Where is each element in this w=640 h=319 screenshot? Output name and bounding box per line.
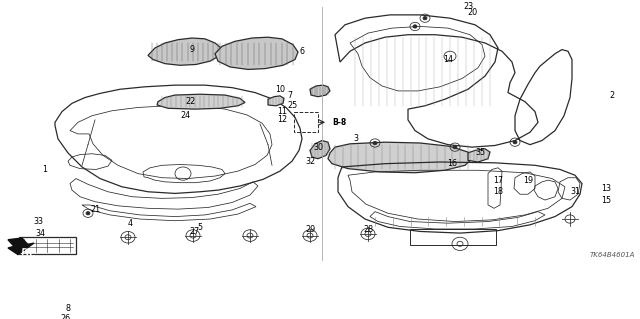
Text: 18: 18 [493,187,503,196]
Text: 11: 11 [277,107,287,116]
Circle shape [86,211,90,215]
Text: B-8: B-8 [332,118,346,127]
Text: 6: 6 [300,47,305,56]
Text: 27: 27 [190,227,200,236]
Polygon shape [157,94,245,109]
Polygon shape [310,140,330,159]
Text: 3: 3 [353,134,358,143]
Polygon shape [310,85,330,97]
Text: 9: 9 [189,45,195,54]
Text: 24: 24 [180,111,190,120]
Text: 2: 2 [609,91,614,100]
Circle shape [413,25,417,28]
Text: 1: 1 [42,165,47,174]
Text: 16: 16 [447,159,457,168]
Text: 8: 8 [65,304,70,313]
Text: 26: 26 [60,314,70,319]
Text: 29: 29 [305,225,315,234]
Text: 35: 35 [475,148,485,157]
Polygon shape [215,37,298,70]
Polygon shape [328,142,472,173]
Text: 28: 28 [363,225,373,234]
Text: TK64B4601A: TK64B4601A [589,252,635,258]
Text: 12: 12 [277,115,287,124]
Text: 32: 32 [305,157,315,166]
Text: 33: 33 [33,217,43,226]
Text: 21: 21 [90,204,100,214]
Polygon shape [148,38,222,65]
Text: 34: 34 [35,229,45,238]
Text: 30: 30 [313,143,323,152]
Text: 14: 14 [443,55,453,64]
Text: 13: 13 [601,184,611,193]
Text: 31: 31 [570,187,580,196]
Text: 19: 19 [523,176,533,185]
Text: 15: 15 [601,196,611,204]
Text: 20: 20 [467,8,477,17]
Polygon shape [268,96,284,106]
Polygon shape [468,149,490,162]
Text: FR.: FR. [20,248,36,258]
Text: 17: 17 [493,176,503,185]
Text: 4: 4 [127,219,132,228]
Circle shape [373,141,377,145]
Polygon shape [8,238,34,255]
Circle shape [513,140,517,144]
Text: 25: 25 [287,101,297,110]
Text: 22: 22 [185,97,195,106]
Text: 5: 5 [197,223,203,232]
Text: 23: 23 [463,2,473,11]
Text: 10: 10 [275,85,285,94]
Text: 7: 7 [287,91,292,100]
Circle shape [423,17,427,20]
Circle shape [453,145,457,149]
